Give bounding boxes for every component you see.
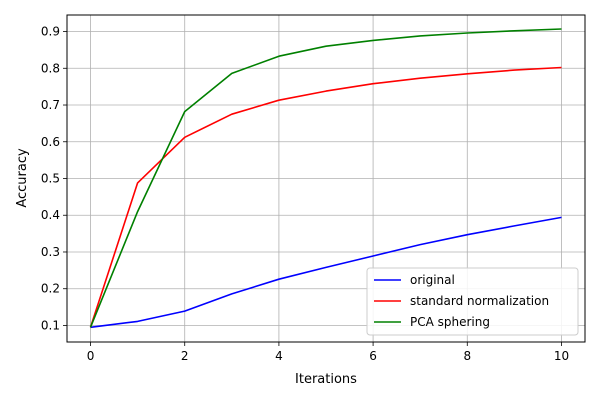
y-tick-label: 0.8 (41, 61, 60, 75)
series-line-0 (90, 216, 562, 329)
y-tick-label: 0.2 (41, 282, 60, 296)
x-tick-label: 8 (463, 349, 471, 363)
x-tick-label: 6 (369, 349, 377, 363)
x-axis-label: Iterations (295, 372, 357, 387)
y-tick-label: 0.4 (41, 208, 60, 222)
y-axis-label: Accuracy (15, 148, 30, 208)
y-tick-label: 0.9 (41, 25, 60, 39)
series-lines (89, 28, 562, 329)
y-tick-label: 0.6 (41, 135, 60, 149)
legend: original standard normalization PCA spheri… (366, 267, 579, 336)
y-tick-label: 0.5 (41, 172, 60, 186)
y-tick-label: 0.1 (41, 318, 60, 332)
y-axis: 0.1 0.2 0.3 0.4 0.5 0.6 0.7 0.8 0.9 (41, 25, 67, 332)
legend-label: standard normalization (410, 294, 549, 308)
legend-label: original (410, 273, 455, 287)
x-tick-label: 10 (554, 349, 569, 363)
series-line-1 (89, 66, 562, 328)
series-line-2 (89, 28, 562, 328)
x-tick-label: 0 (87, 349, 95, 363)
legend-box (366, 267, 579, 336)
legend-label: PCA sphering (410, 315, 490, 329)
x-axis: 0 2 4 6 8 10 (87, 342, 569, 363)
y-tick-label: 0.3 (41, 245, 60, 259)
y-tick-label: 0.7 (41, 98, 60, 112)
x-tick-label: 4 (275, 349, 283, 363)
x-tick-label: 2 (181, 349, 189, 363)
